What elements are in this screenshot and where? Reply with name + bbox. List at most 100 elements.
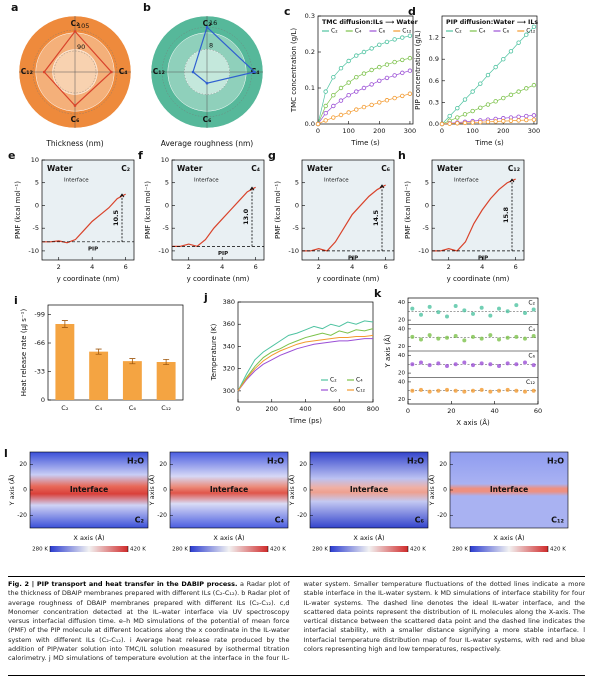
panel-label: e <box>8 149 15 162</box>
panel-label: d <box>408 5 416 18</box>
line-marker <box>377 42 382 47</box>
y-axis-label: Heat release rate (μJ s⁻¹) <box>20 309 28 397</box>
legend-label: C₄ <box>356 377 363 384</box>
scatter-point <box>436 336 441 341</box>
x-axis-label: Time (s) <box>474 139 504 147</box>
y-tick-label: 40 <box>398 353 405 359</box>
scatter-point <box>488 333 493 338</box>
x-axis-label: y coordinate (nm) <box>317 275 380 283</box>
scatter-point <box>479 336 484 341</box>
scatter-point <box>497 388 501 393</box>
colorbar-label: 280 K <box>172 547 188 553</box>
x-tick-label: C₁₂ <box>161 404 171 412</box>
y-axis-label: Y axis (Å) <box>147 475 156 507</box>
scatter-point <box>453 362 458 367</box>
line-marker <box>346 80 351 85</box>
line-marker <box>485 119 491 125</box>
y-tick-label: -20 <box>17 512 27 519</box>
y-tick-label: -10 <box>418 247 429 255</box>
scatter-point <box>471 334 475 339</box>
line-marker <box>531 117 537 122</box>
y-tick-label: 0 <box>41 396 45 404</box>
y-tick-label: 20 <box>299 461 307 468</box>
scatter-point <box>523 360 527 365</box>
line-marker <box>501 57 506 62</box>
radar-point <box>73 30 77 33</box>
pmf-curve <box>302 184 386 252</box>
x-tick-label: 0 <box>236 405 240 413</box>
x-tick-label: 0 <box>440 127 444 135</box>
line-marker <box>331 115 336 120</box>
x-axis-label: Average roughness (nm) <box>161 139 254 148</box>
scatter-point <box>523 311 527 316</box>
y-tick-label: -20 <box>157 512 167 519</box>
scatter-point <box>479 361 484 366</box>
error-bar <box>129 358 136 365</box>
line-marker <box>323 89 328 94</box>
pmf-pip: PIP <box>348 255 358 261</box>
arrow-head <box>379 184 385 189</box>
scatter-point <box>531 363 536 368</box>
legend-label: C₆ <box>330 387 337 394</box>
y-tick-label: 0 <box>23 487 27 494</box>
line-marker <box>485 102 491 107</box>
scatter-point <box>453 333 458 338</box>
y-tick-label: 10 <box>161 156 169 164</box>
line-marker <box>493 119 498 124</box>
y-tick-label: -5 <box>33 224 39 232</box>
pmf-barrier-label: 13.0 <box>242 208 250 225</box>
radar-point <box>205 25 209 29</box>
scatter-point <box>453 303 458 308</box>
x-tick-label: 4 <box>350 263 354 271</box>
line-marker <box>516 89 521 94</box>
arrow-head <box>249 186 255 191</box>
y-tick-label: 20 <box>398 318 405 324</box>
y-tick-label: 20 <box>439 461 447 468</box>
colorbar-label: 420 K <box>130 547 146 553</box>
radar-tick-label: 16 <box>209 19 217 27</box>
panel-label: j <box>203 291 208 304</box>
y-tick-label: 340 <box>223 342 235 350</box>
radar-grid <box>53 50 97 94</box>
line-marker <box>447 113 452 119</box>
pmf-water: Water <box>437 164 463 173</box>
pmf-background <box>302 160 394 260</box>
error-bar <box>163 359 170 365</box>
x-tick-label: 60 <box>534 407 542 415</box>
x-tick-label: 100 <box>466 127 478 135</box>
heatmap-system-label: C₄ <box>275 516 285 525</box>
scatter-point <box>523 336 527 341</box>
line-marker <box>346 58 351 64</box>
scatter-point <box>419 360 423 365</box>
y-axis-label: PMF (kcal mol⁻¹) <box>274 181 282 239</box>
scatter-point <box>436 388 441 393</box>
line-marker <box>323 118 328 123</box>
plot-frame <box>317 15 414 125</box>
heatmap-interface: Interface <box>70 485 108 494</box>
line-marker <box>447 121 452 126</box>
scatter-point <box>462 338 467 343</box>
panel-label: g <box>268 149 276 162</box>
chart-title: TMC diffusion:ILs ⟶ Water <box>322 19 419 26</box>
heatmap-system-label: C₆ <box>415 516 425 525</box>
scatter-point <box>427 304 432 309</box>
y-tick-label: 5 <box>35 179 39 187</box>
line-marker <box>361 49 367 55</box>
scatter-point <box>445 387 449 392</box>
y-axis-label: Y axis (Å) <box>7 475 16 507</box>
x-tick-label: 4 <box>480 263 484 271</box>
line-series <box>317 35 411 125</box>
heatmap <box>309 451 429 529</box>
line-marker <box>361 104 367 110</box>
line-marker <box>455 115 460 120</box>
error-bar <box>61 320 68 328</box>
scatter-point <box>479 387 484 392</box>
y-tick-label: 0 <box>425 201 429 209</box>
line-marker <box>400 93 405 99</box>
line-marker <box>377 64 382 70</box>
pmf-pip: PIP <box>88 246 98 252</box>
line-marker <box>407 33 413 38</box>
y-tick-label: 0.2 <box>305 48 315 56</box>
